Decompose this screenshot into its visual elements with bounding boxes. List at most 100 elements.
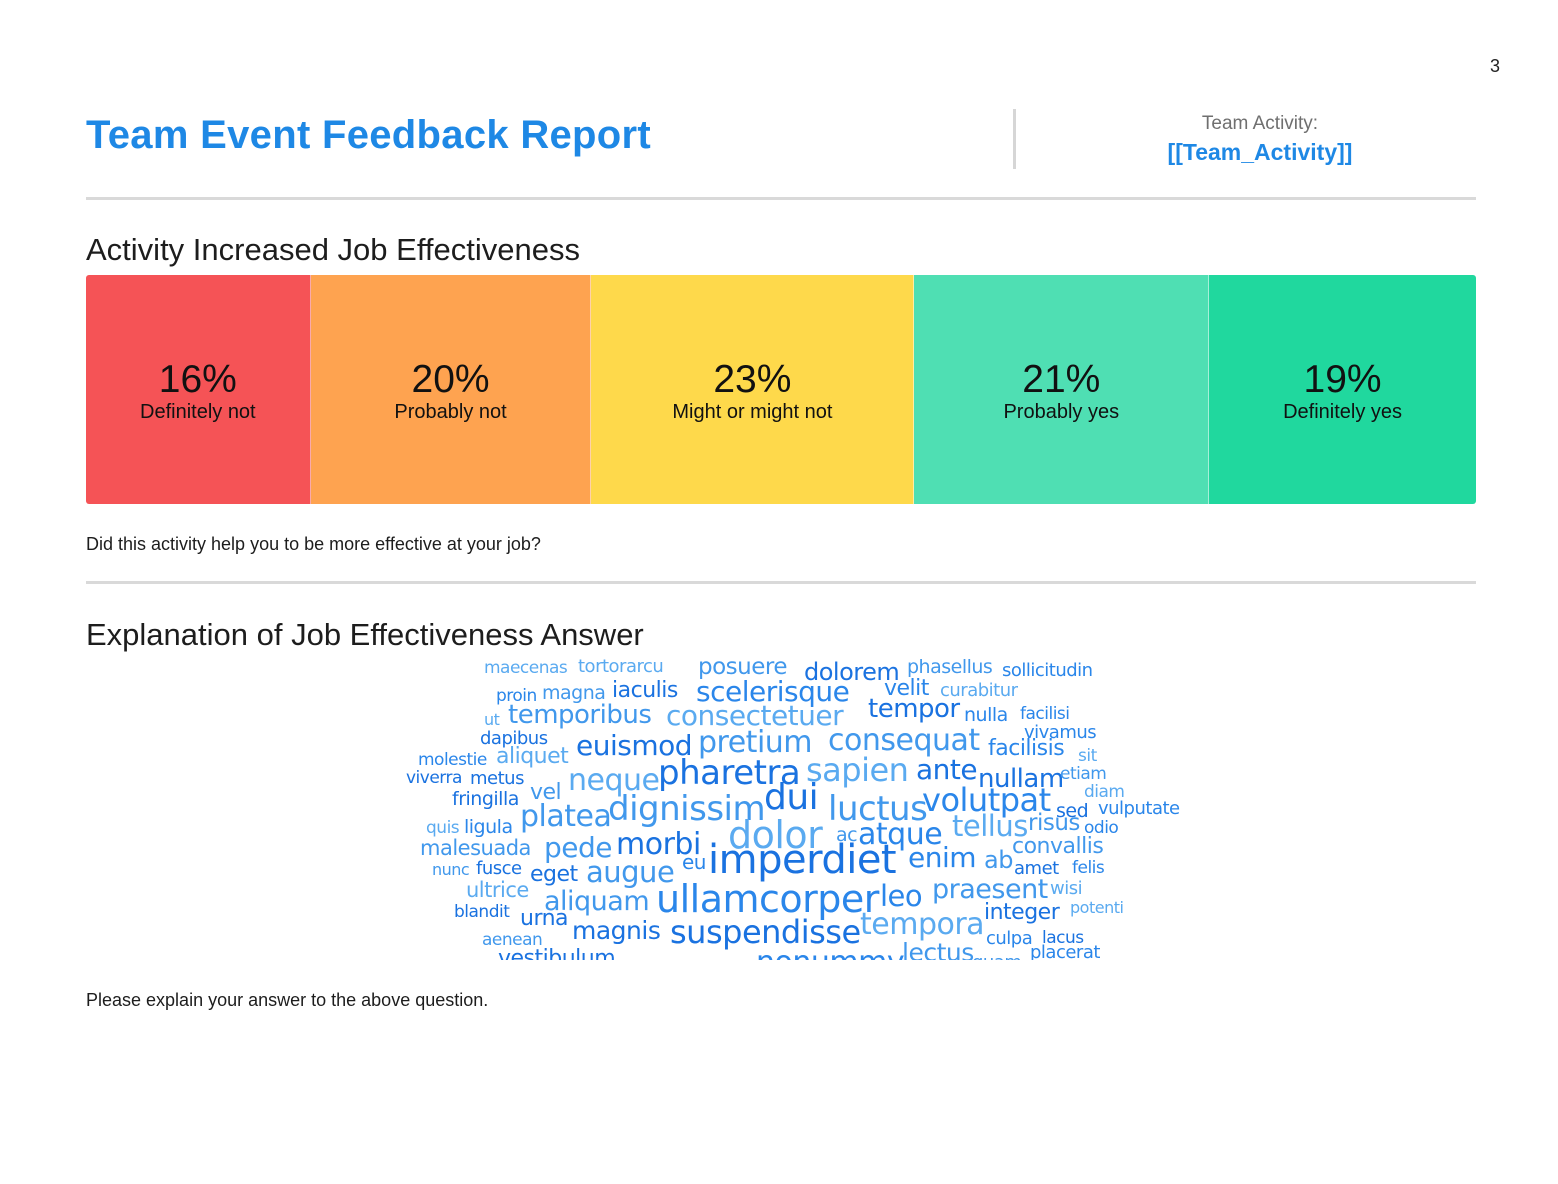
cloud-word: quis (426, 818, 460, 838)
cloud-word: felis (1072, 858, 1105, 878)
cloud-word: integer (984, 900, 1060, 925)
cloud-word: magnis (572, 916, 661, 945)
cloud-word: ante (916, 753, 978, 786)
segment-percent: 21% (1022, 357, 1101, 401)
cloud-word: sapien (806, 751, 909, 789)
cloud-word: eget (530, 862, 578, 887)
cloud-word: consequat (828, 723, 980, 758)
cloud-word: dui (764, 777, 819, 818)
cloud-word: pretium (698, 725, 813, 760)
cloud-word: nullam (978, 764, 1064, 794)
segment-percent: 23% (713, 357, 792, 401)
cloud-word: sit (1078, 746, 1097, 766)
cloud-word: risus (1028, 810, 1080, 836)
cloud-word: neque (568, 763, 660, 798)
segment-label: Might or might not (672, 400, 833, 423)
cloud-word: sed (1056, 800, 1089, 822)
cloud-word: curabitur (940, 680, 1018, 701)
cloud-word: maecenas (484, 658, 568, 678)
cloud-word: metus (470, 768, 524, 789)
cloud-word: eu (682, 850, 706, 874)
bar-segment: 16% Definitely not (86, 275, 311, 504)
cloud-word: atque (858, 817, 943, 852)
cloud-word: ultrice (466, 878, 529, 902)
cloud-word: luctus (828, 789, 928, 829)
cloud-word: dolor (728, 813, 823, 857)
cloud-word: posuere (698, 654, 787, 680)
cloud-word: tortorarcu (578, 656, 664, 677)
cloud-word: iaculis (612, 678, 678, 703)
segment-percent: 16% (158, 357, 237, 401)
cloud-word: ac (836, 824, 858, 846)
word-cloud: maecenas tortorarcu posuere dolorem phasellu… (400, 654, 1190, 961)
cloud-word: etiam (1060, 764, 1107, 784)
cloud-word: aliquet (496, 744, 569, 769)
cloud-word: viverra (406, 768, 462, 788)
cloud-word: morbi (616, 827, 701, 862)
cloud-word: proin (496, 686, 537, 706)
cloud-word: ut (484, 710, 500, 729)
bar-segment: 23% Might or might not (591, 275, 915, 504)
cloud-word: imperdiet (708, 837, 897, 883)
team-activity-value: [[Team_Activity]] (1167, 139, 1353, 165)
cloud-word: molestie (418, 750, 487, 770)
cloud-word: consectetuer (666, 699, 844, 732)
cloud-word: fringilla (452, 788, 519, 810)
cloud-word: sollicitudin (1002, 660, 1093, 681)
segment-percent: 19% (1303, 357, 1382, 401)
section-title-explanation: Explanation of Job Effectiveness Answer (86, 617, 644, 652)
cloud-word: nonummy (756, 948, 905, 961)
cloud-word: platea (520, 799, 612, 834)
cloud-word: dignissim (608, 789, 766, 829)
cloud-word: augue (586, 855, 675, 889)
cloud-word: diam (1084, 782, 1125, 802)
team-activity-label: Team Activity: (1201, 113, 1319, 134)
team-activity-box: Team Activity: [[Team_Activity]] (1040, 112, 1480, 168)
cloud-word: tellus (952, 809, 1028, 843)
cloud-word: ullamcorper (656, 877, 879, 921)
cloud-word: praesent (932, 874, 1048, 905)
segment-label: Probably yes (1003, 400, 1120, 423)
page-number: 3 (1490, 56, 1501, 76)
cloud-word: euismod (576, 729, 693, 762)
bar-segment: 20% Probably not (310, 275, 592, 504)
cloud-word: velit (884, 676, 929, 701)
report-title: Team Event Feedback Report (86, 113, 652, 157)
section-title-job-effectiveness: Activity Increased Job Effectiveness (86, 232, 580, 267)
cloud-word: dolorem (804, 658, 900, 686)
question-text: Did this activity help you to be more ef… (86, 534, 541, 554)
cloud-word: vivamus (1024, 722, 1097, 743)
cloud-word: suspendisse (670, 913, 861, 951)
cloud-word: scelerisque (696, 675, 850, 708)
segment-percent: 20% (411, 357, 490, 401)
cloud-word: potenti (1070, 898, 1124, 917)
question-text-explanation: Please explain your answer to the above … (86, 990, 489, 1010)
cloud-word: nulla (964, 704, 1008, 726)
cloud-word: aenean (482, 930, 543, 950)
cloud-word: fusce (476, 858, 522, 879)
cloud-word: lectus (902, 938, 974, 960)
cloud-word: malesuada (420, 836, 531, 860)
bar-segment: 21% Probably yes (914, 275, 1210, 504)
cloud-word: lacus (1042, 928, 1084, 948)
cloud-word: pharetra (658, 753, 801, 793)
cloud-word: urna (520, 906, 569, 931)
cloud-word: leo (880, 879, 923, 913)
cloud-word: dapibus (480, 728, 548, 749)
segment-label: Definitely not (140, 400, 256, 423)
cloud-word: amet (1014, 858, 1059, 879)
cloud-word: culpa (986, 928, 1033, 949)
cloud-word: pede (544, 831, 613, 864)
header-divider (1013, 109, 1016, 169)
cloud-word: enim (908, 841, 977, 874)
cloud-word: vestibulum (498, 946, 616, 961)
cloud-word: ligula (464, 816, 513, 838)
cloud-word: magna (542, 682, 606, 704)
header-rule (86, 197, 1476, 200)
stacked-bar-chart: 16% Definitely not 20% Probably not 23% Might… (86, 275, 1476, 504)
cloud-word: quam (972, 954, 1022, 961)
cloud-word: facilisi (1020, 704, 1070, 724)
cloud-word: wisi (1050, 878, 1083, 899)
cloud-word: vulputate (1098, 798, 1180, 819)
bar-segment: 19% Definitely yes (1209, 275, 1476, 504)
